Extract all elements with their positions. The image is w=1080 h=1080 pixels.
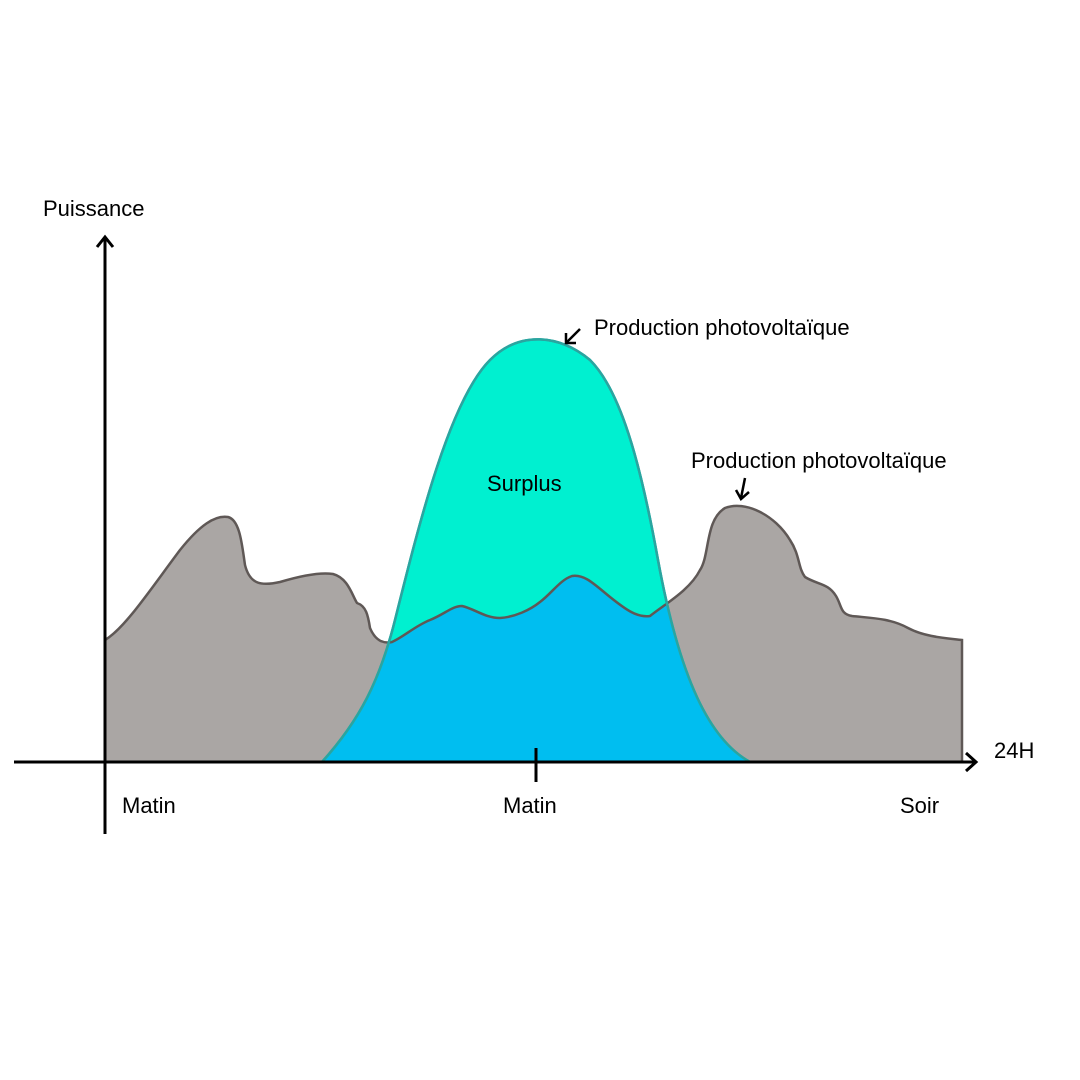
pv-production-outline [321,338,751,764]
annotation-production-right: Production photovoltaïque [691,448,947,473]
annotation-surplus: Surplus [487,471,562,496]
x-axis-arrow-icon [964,751,979,773]
x-label-middle: Matin [503,793,557,818]
y-axis-arrow-icon [95,234,115,248]
x-label-end: Soir [900,793,940,818]
x-label-start: Matin [122,793,176,818]
y-axis-label: Puissance [43,196,145,221]
annotation-arrow-top-icon [564,328,581,345]
annotation-production-top: Production photovoltaïque [594,315,850,340]
annotation-arrow-right-icon [734,477,750,501]
x-axis-label: 24H [994,738,1035,763]
